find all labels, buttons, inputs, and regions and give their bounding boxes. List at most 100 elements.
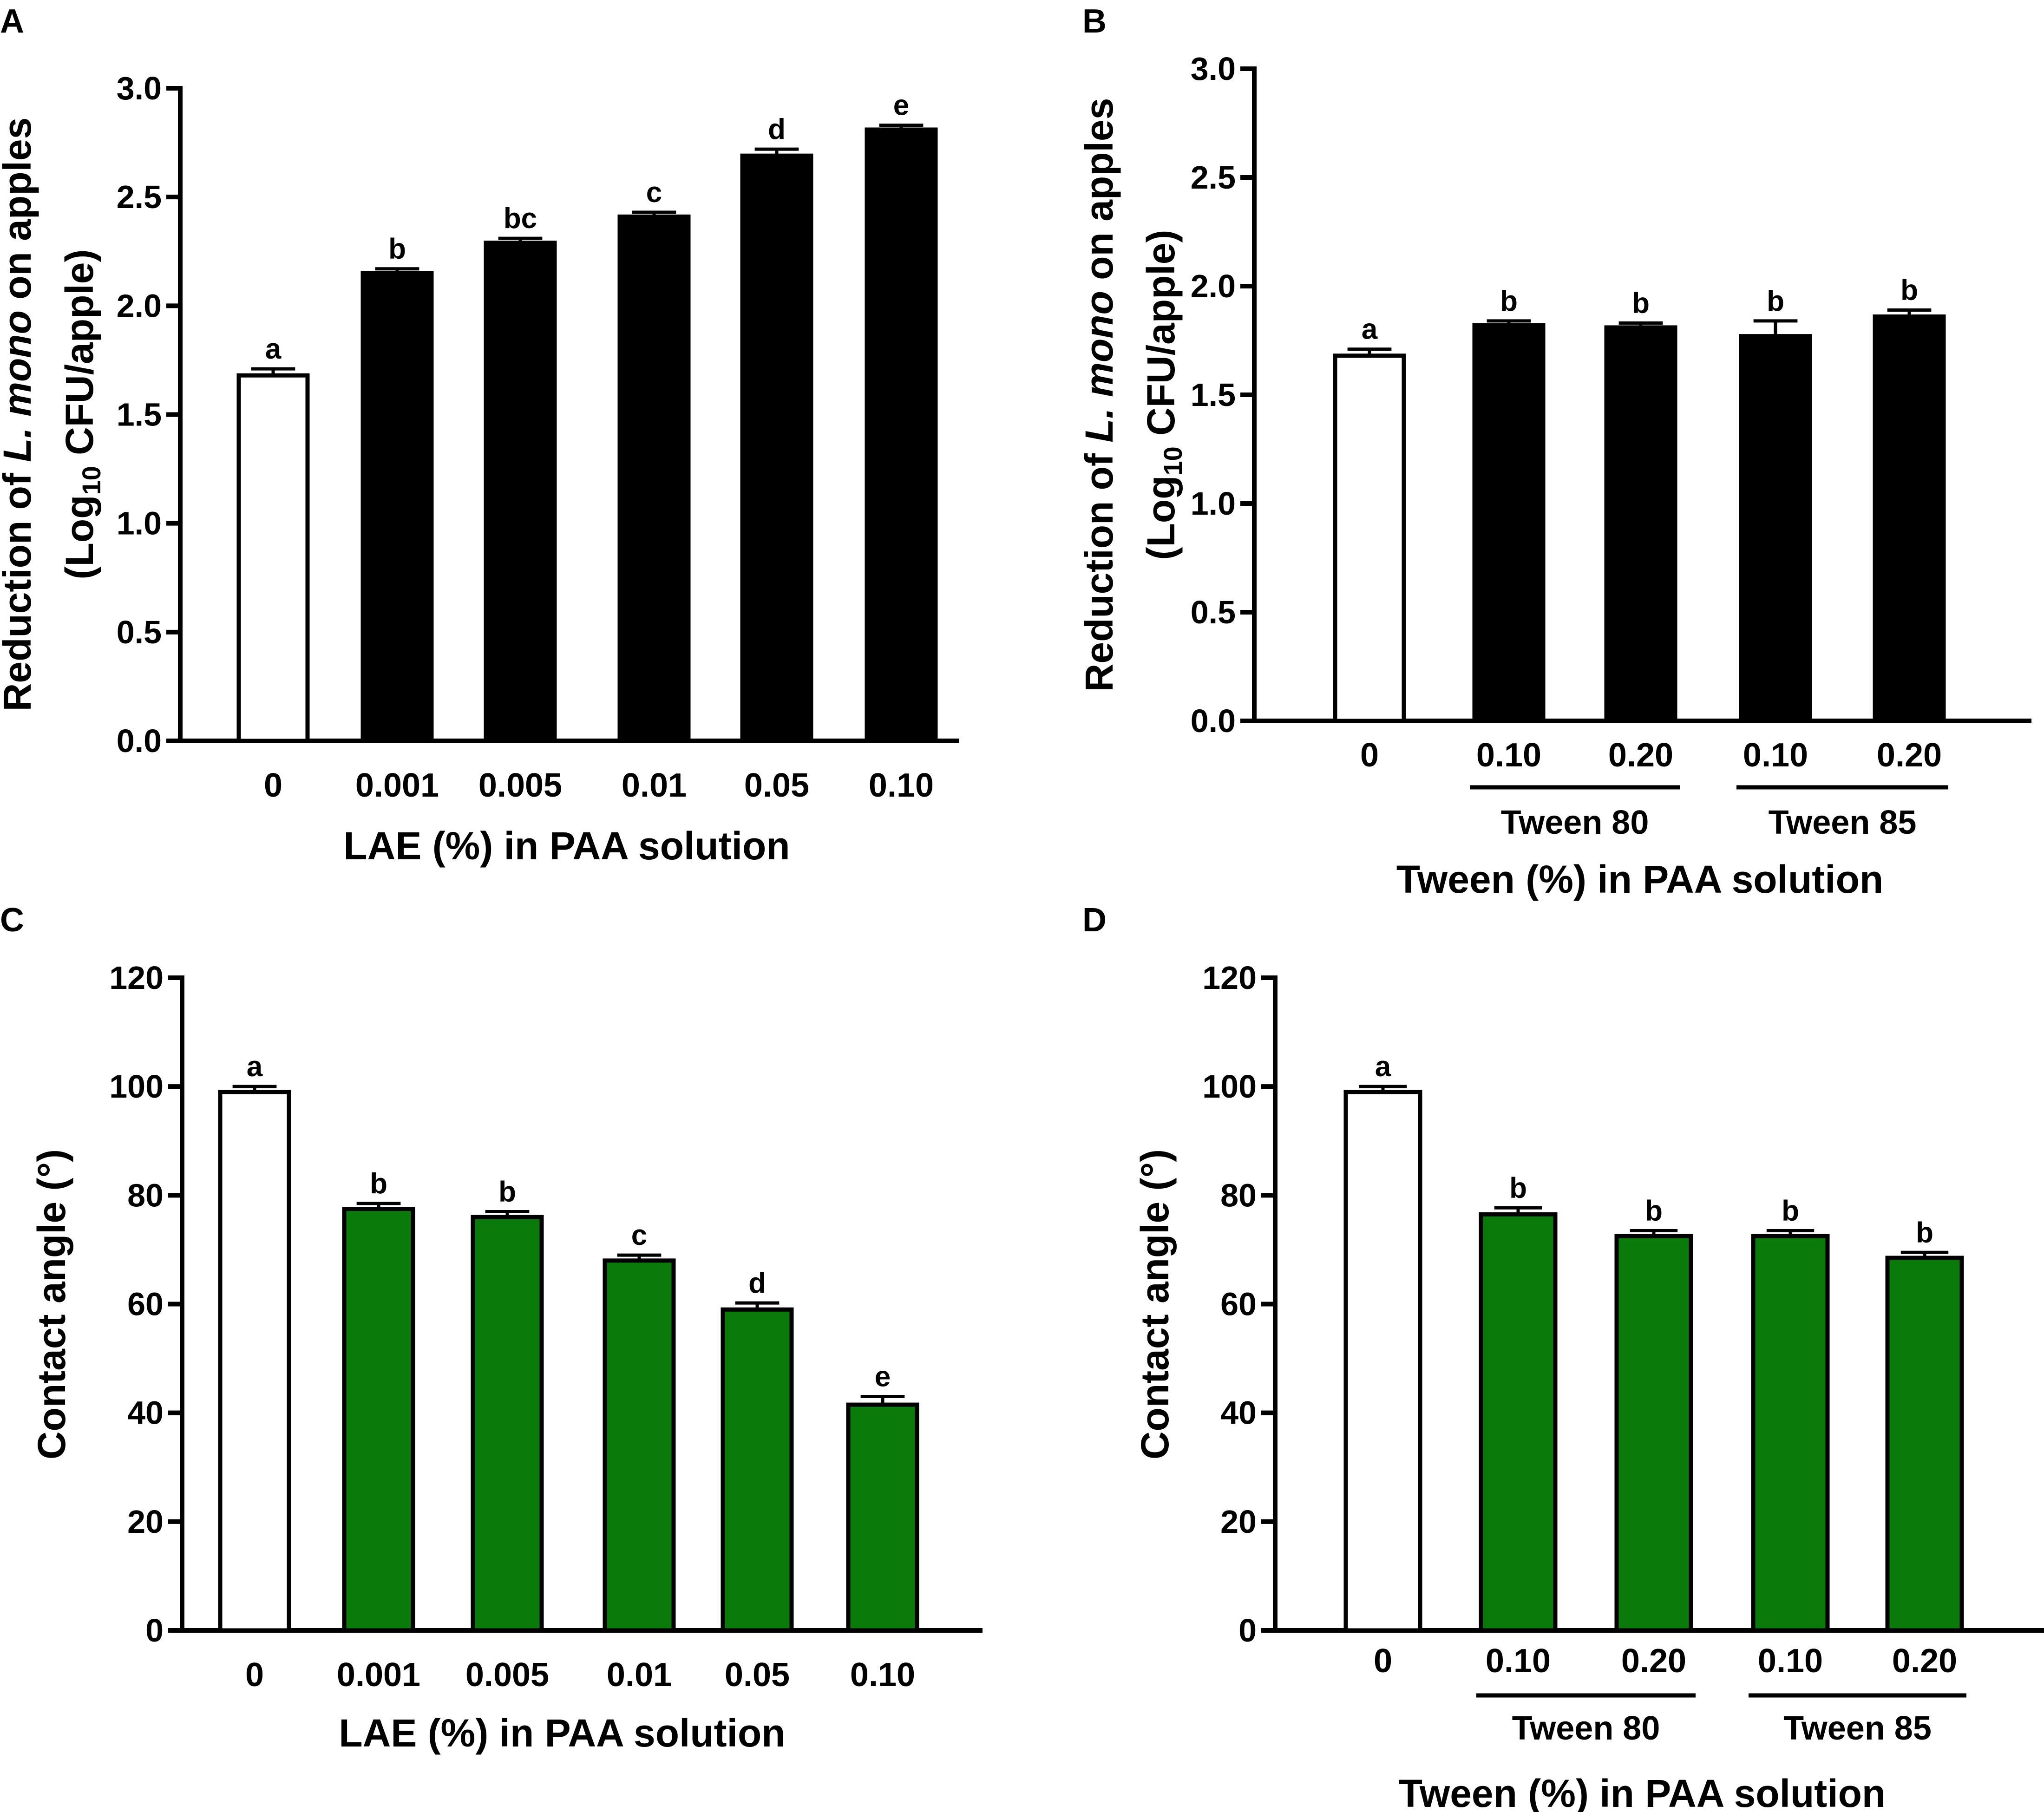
x-tick-label: 0.20	[1877, 737, 1942, 774]
y-axis-title-line2: (Log10 CFU/apple)	[58, 249, 106, 580]
bar	[1739, 334, 1812, 723]
significance-letter: b	[1509, 1172, 1527, 1204]
significance-letter: b	[1900, 274, 1918, 306]
panel-a: A 0.0 0.5 1.0 1.5 2.0 2.5 3.0 a 0 b 0.001 bc 0.005 c 0.…	[0, 3, 959, 868]
x-tick-label: 0.10	[1476, 737, 1541, 774]
y-tick-label: 1.0	[117, 505, 162, 542]
y-tick-label: 2.0	[117, 288, 162, 324]
bar	[617, 214, 691, 743]
y-tick-label: 20	[127, 1504, 164, 1540]
significance-letter: a	[1375, 1051, 1391, 1083]
y-tick-label: 0.5	[117, 614, 162, 650]
y-tick-label: 0.0	[1191, 703, 1236, 739]
bar	[1873, 314, 1946, 723]
bar	[360, 271, 434, 743]
y-tick-label: 120	[109, 960, 164, 996]
y-tick-label: 0.0	[117, 723, 162, 759]
x-tick-label: 0	[1374, 1642, 1392, 1680]
bar	[342, 1207, 415, 1633]
bar	[846, 1402, 919, 1633]
x-tick-label: 0.01	[607, 1656, 672, 1694]
x-tick-label: 0.005	[465, 1656, 549, 1694]
y-tick-label: 40	[127, 1395, 164, 1431]
bar	[603, 1258, 676, 1633]
y-tick-label: 80	[1220, 1177, 1257, 1213]
x-tick-label: 0.10	[850, 1656, 915, 1694]
y-axis-title: Contact angle (°)	[30, 1149, 73, 1459]
significance-letter: b	[388, 233, 406, 265]
y-tick-label: 3.0	[1191, 51, 1236, 87]
group-label: Tween 80	[1501, 804, 1649, 841]
y-axis-title-line2: (Log10 CFU/apple)	[1139, 230, 1187, 560]
x-tick-label: 0	[1360, 737, 1379, 774]
bar	[1343, 1090, 1422, 1633]
y-axis-title-line1: Reduction of L. mono on apples	[0, 118, 39, 712]
bar	[484, 241, 557, 743]
y-tick-label: 0.5	[1191, 594, 1236, 630]
group-label: Tween 85	[1769, 804, 1917, 841]
y-tick-label: 0	[145, 1612, 164, 1648]
group-label: Tween 80	[1512, 1710, 1660, 1747]
x-tick-label: 0.20	[1892, 1642, 1957, 1680]
significance-letter: a	[1362, 314, 1378, 346]
x-tick-label: 0.05	[744, 767, 809, 804]
significance-letter: bc	[504, 203, 537, 235]
y-tick-label: 100	[1202, 1068, 1257, 1105]
x-tick-label: 0.10	[1486, 1642, 1551, 1680]
x-axis-title: Tween (%) in PAA solution	[1396, 857, 1883, 901]
significance-letter: b	[370, 1168, 387, 1200]
bar	[236, 373, 310, 743]
y-tick-label: 2.5	[117, 179, 162, 215]
significance-letter: e	[893, 90, 909, 122]
panel-d: D 0 20 40 60 80 100 120 a 0 b 0.10 b 0.20 b 0.10 b 0.20 Tw…	[1082, 902, 2044, 1812]
x-tick-label: 0.001	[355, 767, 439, 804]
panel-letter: C	[0, 902, 24, 939]
x-tick-label: 0.10	[1758, 1642, 1823, 1680]
bar	[1479, 1212, 1558, 1633]
y-tick-label: 100	[109, 1068, 164, 1105]
y-tick-label: 1.0	[1191, 485, 1236, 522]
x-tick-label: 0.001	[337, 1656, 420, 1694]
panel-letter: A	[0, 3, 24, 40]
y-tick-label: 3.0	[117, 70, 162, 106]
bar	[1472, 323, 1546, 723]
significance-letter: a	[265, 333, 282, 365]
significance-letter: d	[748, 1267, 766, 1299]
bar	[1614, 1234, 1693, 1633]
x-tick-label: 0.20	[1608, 737, 1673, 774]
y-tick-label: 80	[127, 1177, 164, 1213]
y-tick-label: 60	[127, 1286, 164, 1322]
x-tick-label: 0.20	[1621, 1642, 1686, 1680]
significance-letter: b	[498, 1176, 516, 1208]
significance-letter: d	[768, 113, 786, 145]
x-axis-title: LAE (%) in PAA solution	[343, 824, 790, 868]
y-tick-label: 2.0	[1191, 268, 1236, 304]
bar	[865, 127, 938, 743]
y-axis-title-line1: Reduction of L. mono on apples	[1077, 98, 1121, 692]
group-label: Tween 85	[1783, 1710, 1932, 1747]
bar	[218, 1090, 291, 1633]
significance-letter: b	[1782, 1195, 1799, 1227]
bar	[1751, 1234, 1830, 1633]
significance-letter: b	[1767, 285, 1784, 317]
bar	[1885, 1256, 1964, 1633]
significance-letter: b	[1645, 1195, 1663, 1227]
significance-letter: c	[646, 177, 662, 209]
y-tick-label: 0	[1238, 1612, 1257, 1648]
x-tick-label: 0	[245, 1656, 264, 1694]
significance-letter: c	[631, 1219, 647, 1251]
panel-letter: B	[1082, 3, 1107, 40]
significance-letter: b	[1632, 288, 1650, 320]
bar	[721, 1307, 794, 1633]
bar	[471, 1215, 544, 1633]
x-tick-label: 0.10	[869, 767, 934, 804]
x-tick-label: 0.005	[478, 767, 562, 804]
y-axis-title: Contact angle (°)	[1133, 1149, 1177, 1459]
x-tick-label: 0.05	[725, 1656, 790, 1694]
bar	[1604, 325, 1677, 723]
x-tick-label: 0.01	[622, 767, 687, 804]
panel-b: B 0.0 0.5 1.0 1.5 2.0 2.5 3.0 a 0 b 0.10 b 0.20 b 0.10 b…	[1077, 3, 2031, 901]
y-tick-label: 120	[1202, 960, 1257, 996]
x-axis-title: Tween (%) in PAA solution	[1399, 1772, 1886, 1812]
